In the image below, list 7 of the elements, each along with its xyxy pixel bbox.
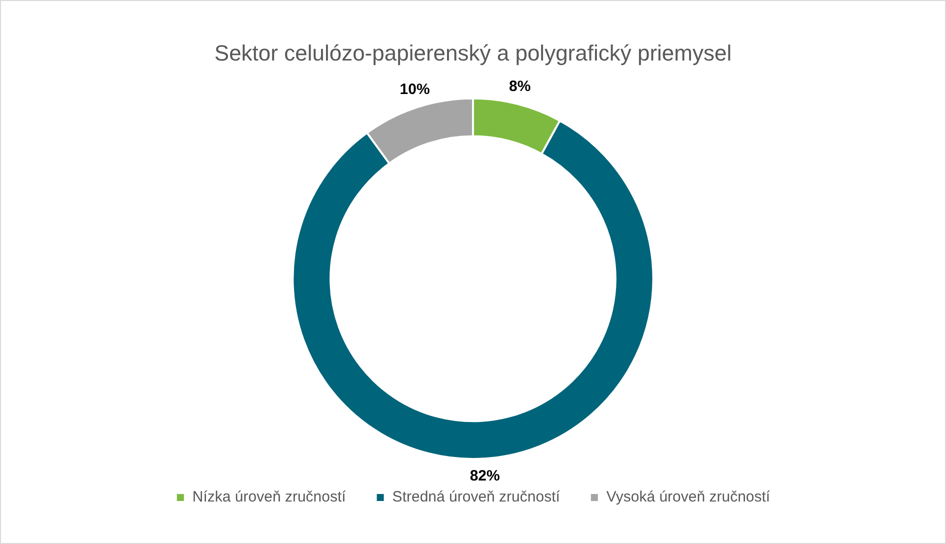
data-label: 10% <box>400 81 430 98</box>
legend-label: Nízka úroveň zručností <box>192 488 347 506</box>
legend-label: Stredná úroveň zručností <box>392 488 561 506</box>
data-label: 8% <box>509 78 531 95</box>
legend-label: Vysoká úroveň zručností <box>606 488 771 506</box>
chart-title: Sektor celulózo-papierenský a polygrafický priemysel <box>214 40 732 66</box>
data-label: 82% <box>470 468 500 485</box>
